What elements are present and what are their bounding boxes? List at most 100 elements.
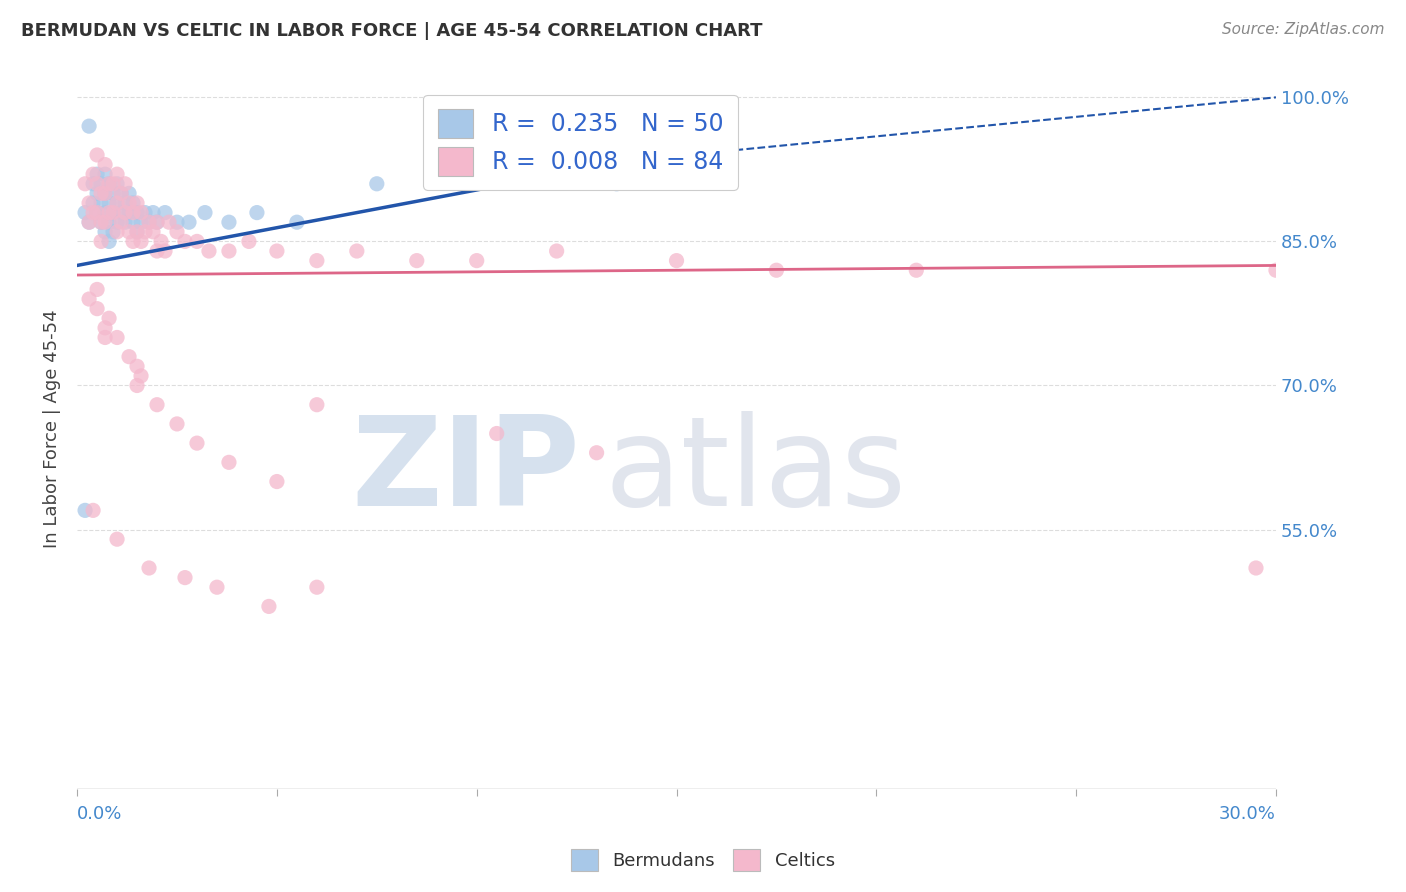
Point	[75, 177, 97, 191]
Point	[305, 398, 328, 412]
Point	[105, 330, 128, 344]
Point	[94, 167, 117, 181]
Point	[86, 186, 108, 201]
Point	[90, 235, 112, 249]
Point	[105, 215, 128, 229]
Point	[90, 186, 112, 201]
Point	[114, 177, 136, 191]
Point	[114, 205, 136, 219]
Point	[114, 215, 136, 229]
Point	[90, 215, 112, 229]
Point	[1244, 561, 1267, 575]
Point	[86, 177, 108, 191]
Point	[90, 196, 112, 211]
Point	[1265, 263, 1288, 277]
Point	[101, 177, 124, 191]
Point	[86, 205, 108, 219]
Point	[118, 350, 141, 364]
Point	[105, 196, 128, 211]
Point	[110, 186, 132, 201]
Point	[485, 426, 508, 441]
Point	[86, 148, 108, 162]
Point	[105, 196, 128, 211]
Point	[98, 177, 121, 191]
Point	[218, 455, 240, 469]
Point	[90, 177, 112, 191]
Point	[606, 177, 628, 191]
Point	[153, 205, 176, 219]
Point	[94, 215, 117, 229]
Point	[305, 580, 328, 594]
Point	[90, 215, 112, 229]
Point	[98, 205, 121, 219]
Point	[246, 205, 269, 219]
Point	[129, 235, 152, 249]
Point	[94, 157, 117, 171]
Point	[82, 177, 104, 191]
Point	[125, 359, 148, 374]
Point	[138, 215, 160, 229]
Point	[366, 177, 388, 191]
Point	[94, 225, 117, 239]
Point	[153, 244, 176, 258]
Point	[238, 235, 260, 249]
Point	[218, 215, 240, 229]
Point	[110, 215, 132, 229]
Point	[765, 263, 787, 277]
Point	[77, 215, 100, 229]
Point	[177, 215, 200, 229]
Point	[118, 225, 141, 239]
Point	[86, 282, 108, 296]
Point	[94, 205, 117, 219]
Text: ZIP: ZIP	[352, 411, 581, 533]
Point	[266, 475, 288, 489]
Point	[98, 235, 121, 249]
Point	[75, 205, 97, 219]
Point	[665, 253, 688, 268]
Point	[546, 244, 568, 258]
Point	[186, 436, 208, 450]
Point	[166, 215, 188, 229]
Point	[82, 167, 104, 181]
Point	[146, 215, 169, 229]
Point	[285, 215, 308, 229]
Point	[465, 253, 488, 268]
Point	[198, 244, 221, 258]
Point	[186, 235, 208, 249]
Point	[94, 330, 117, 344]
Point	[98, 215, 121, 229]
Point	[157, 215, 180, 229]
Point	[174, 571, 197, 585]
Point	[105, 532, 128, 546]
Point	[77, 119, 100, 133]
Point	[118, 186, 141, 201]
Point	[138, 561, 160, 575]
Point	[129, 368, 152, 383]
Point	[105, 177, 128, 191]
Point	[218, 244, 240, 258]
Point	[98, 196, 121, 211]
Point	[86, 301, 108, 316]
Point	[146, 244, 169, 258]
Point	[257, 599, 280, 614]
Point	[82, 205, 104, 219]
Point	[122, 196, 145, 211]
Point	[134, 205, 156, 219]
Point	[146, 215, 169, 229]
Point	[110, 205, 132, 219]
Point	[146, 398, 169, 412]
Text: Source: ZipAtlas.com: Source: ZipAtlas.com	[1222, 22, 1385, 37]
Text: BERMUDAN VS CELTIC IN LABOR FORCE | AGE 45-54 CORRELATION CHART: BERMUDAN VS CELTIC IN LABOR FORCE | AGE …	[21, 22, 762, 40]
Point	[122, 215, 145, 229]
Point	[122, 205, 145, 219]
Point	[122, 235, 145, 249]
Point	[129, 215, 152, 229]
Point	[138, 215, 160, 229]
Point	[101, 225, 124, 239]
Point	[86, 167, 108, 181]
Point	[114, 196, 136, 211]
Point	[125, 196, 148, 211]
Point	[118, 205, 141, 219]
Point	[86, 205, 108, 219]
Point	[166, 417, 188, 431]
